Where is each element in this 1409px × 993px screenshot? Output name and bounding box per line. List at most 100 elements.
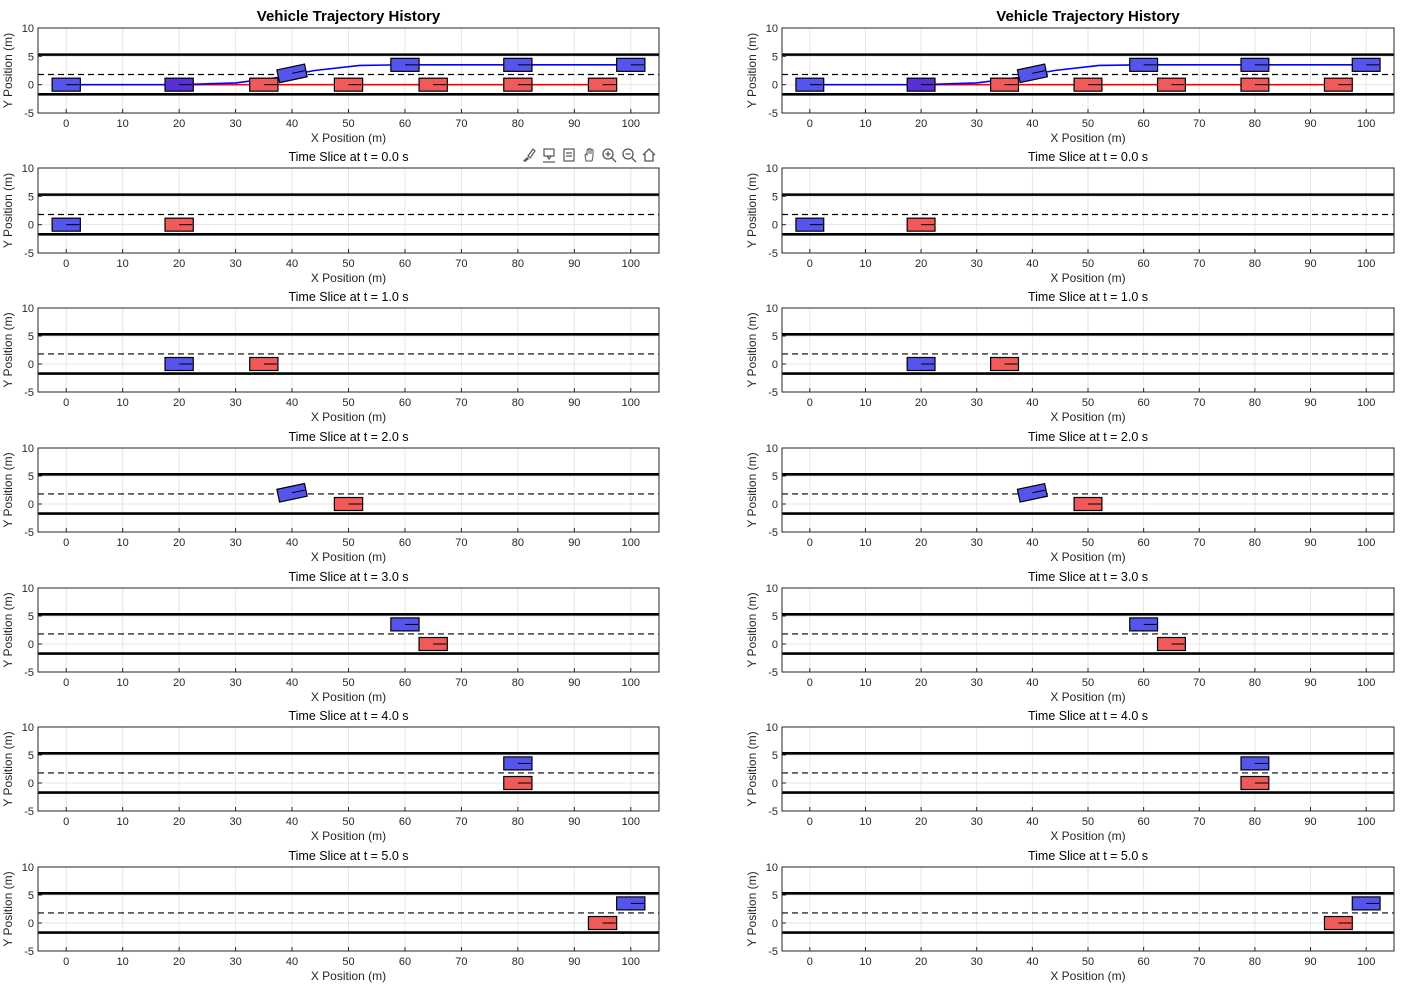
figure-left-axes-2[interactable]: 0 10 20 30 40 50 60 70 80 90 100 -5 0 5 10 X Position (… [1, 290, 660, 424]
lead-vehicle-box [333, 496, 364, 512]
y-tick-label: 5 [772, 611, 778, 623]
time-slice-title: Time Slice at t = 2.0 s [1028, 430, 1148, 444]
ego-vehicle-box [276, 63, 308, 84]
x-tick-label: 20 [173, 956, 185, 968]
lead-vehicle-box [418, 636, 448, 652]
brush-data-button[interactable] [519, 145, 539, 165]
ego-vehicle-box [906, 356, 936, 372]
figure-left-axes-5[interactable]: 0 10 20 30 40 50 60 70 80 90 100 -5 0 5 10 X Position (… [1, 709, 660, 843]
x-axis-label: X Position (m) [311, 550, 386, 564]
x-tick-label: 70 [455, 956, 467, 968]
x-tick-label: 70 [455, 677, 467, 689]
x-tick-label: 0 [807, 118, 813, 130]
x-tick-label: 90 [568, 816, 580, 828]
x-tick-label: 0 [807, 816, 813, 828]
figure-right-axes-1[interactable]: 0 10 20 30 40 50 60 70 80 90 100 -5 0 5 10 X Position (… [745, 150, 1395, 285]
x-tick-label: 60 [1138, 537, 1150, 549]
x-tick-label: 0 [63, 956, 69, 968]
y-tick-label: 5 [772, 191, 778, 203]
home-icon [642, 148, 656, 162]
lead-vehicle-box [1240, 77, 1270, 92]
y-tick-label: -5 [768, 387, 778, 399]
y-tick-label: -5 [768, 667, 778, 679]
time-slice-title: Time Slice at t = 2.0 s [288, 430, 408, 444]
x-tick-label: 20 [173, 537, 185, 549]
figure-right-axes-6[interactable]: 0 10 20 30 40 50 60 70 80 90 100 -5 0 5 10 X Position (… [745, 849, 1395, 983]
y-tick-label: 0 [772, 918, 778, 930]
x-tick-label: 60 [1138, 397, 1150, 409]
figure-right-axes-4[interactable]: 0 10 20 30 40 50 60 70 80 90 100 -5 0 5 10 X Position (… [745, 570, 1395, 704]
x-tick-label: 40 [1026, 397, 1038, 409]
restore-view-button[interactable] [559, 145, 579, 165]
x-tick-label: 100 [1357, 816, 1375, 828]
y-tick-label: 5 [772, 890, 778, 902]
y-tick-label: 10 [766, 862, 778, 874]
pan-button[interactable] [579, 145, 599, 165]
y-tick-label: 10 [22, 583, 34, 595]
zoom-out-icon [622, 148, 637, 163]
x-tick-label: 70 [1193, 677, 1205, 689]
x-tick-label: 20 [915, 118, 927, 130]
x-tick-label: 60 [1138, 677, 1150, 689]
figure-left-axes-3[interactable]: 0 10 20 30 40 50 60 70 80 90 100 -5 0 5 10 X Position (… [1, 430, 660, 564]
x-tick-label: 80 [1249, 677, 1261, 689]
ego-vehicle-box [1351, 57, 1381, 72]
x-tick-label: 0 [63, 537, 69, 549]
x-tick-label: 40 [286, 677, 298, 689]
y-tick-label: 10 [766, 23, 778, 35]
x-tick-label: 90 [568, 537, 580, 549]
y-tick-label: 5 [28, 471, 34, 483]
figure-right-axes-3[interactable]: 0 10 20 30 40 50 60 70 80 90 100 -5 0 5 10 X Position (… [745, 430, 1395, 564]
y-tick-label: -5 [24, 387, 34, 399]
y-axis-label: Y Position (m) [745, 731, 759, 806]
x-tick-label: 20 [173, 258, 185, 270]
x-tick-label: 20 [173, 677, 185, 689]
x-tick-label: 0 [807, 677, 813, 689]
figure-left-axes-4[interactable]: 0 10 20 30 40 50 60 70 80 90 100 -5 0 5 10 X Position (… [1, 570, 660, 704]
home-button[interactable] [639, 145, 659, 165]
x-tick-label: 0 [807, 258, 813, 270]
x-tick-label: 100 [622, 677, 640, 689]
main-plot-title: Vehicle Trajectory History [257, 8, 441, 25]
y-tick-label: -5 [768, 527, 778, 539]
zoom-out-button[interactable] [619, 145, 639, 165]
y-axis-label: Y Position (m) [745, 452, 759, 527]
pan-icon [584, 147, 594, 162]
y-tick-label: 0 [772, 359, 778, 371]
figure-left-axes-0[interactable]: 0 10 20 30 40 50 60 70 80 90 100 -5 0 5 10 X Position (… [1, 8, 660, 145]
time-slice-title: Time Slice at t = 1.0 s [288, 290, 408, 304]
figure-left: 0 10 20 30 40 50 60 70 80 90 100 -5 0 5 10 X Position (… [1, 8, 660, 983]
time-slice-title: Time Slice at t = 0.0 s [288, 150, 408, 164]
y-tick-label: 10 [766, 583, 778, 595]
x-tick-label: 90 [1304, 397, 1316, 409]
y-axis-label: Y Position (m) [1, 173, 15, 248]
figure-left-axes-1[interactable]: 0 10 20 30 40 50 60 70 80 90 100 -5 0 5 10 X Position (… [1, 150, 660, 285]
lead-vehicle-box [503, 77, 533, 92]
figure-right-axes-5[interactable]: 0 10 20 30 40 50 60 70 80 90 100 -5 0 5 10 X Position (… [745, 709, 1395, 843]
figure-right-axes-0[interactable]: 0 10 20 30 40 50 60 70 80 90 100 -5 0 5 10 X Position (… [745, 8, 1395, 145]
data-tips-button[interactable] [539, 145, 559, 165]
x-tick-label: 70 [1193, 397, 1205, 409]
x-tick-label: 50 [342, 537, 354, 549]
x-tick-label: 20 [915, 956, 927, 968]
x-tick-label: 60 [399, 956, 411, 968]
figure-right-axes-2[interactable]: 0 10 20 30 40 50 60 70 80 90 100 -5 0 5 10 X Position (… [745, 290, 1395, 424]
x-tick-label: 0 [63, 397, 69, 409]
x-tick-label: 20 [173, 397, 185, 409]
x-tick-label: 0 [63, 816, 69, 828]
ego-vehicle-box [503, 756, 533, 771]
y-tick-label: 10 [22, 163, 34, 175]
y-tick-label: 0 [772, 499, 778, 511]
y-tick-label: 0 [772, 220, 778, 232]
x-tick-label: 20 [915, 677, 927, 689]
zoom-in-button[interactable] [599, 145, 619, 165]
x-tick-label: 0 [807, 397, 813, 409]
ego-trajectory-line [809, 64, 1367, 86]
figure-left-axes-6[interactable]: 0 10 20 30 40 50 60 70 80 90 100 -5 0 5 10 X Position (… [1, 849, 660, 983]
x-tick-label: 50 [1082, 956, 1094, 968]
x-tick-label: 90 [1304, 956, 1316, 968]
x-axis-label: X Position (m) [311, 690, 386, 704]
x-tick-label: 20 [173, 118, 185, 130]
lead-vehicle-box [418, 77, 448, 92]
x-tick-label: 100 [622, 956, 640, 968]
